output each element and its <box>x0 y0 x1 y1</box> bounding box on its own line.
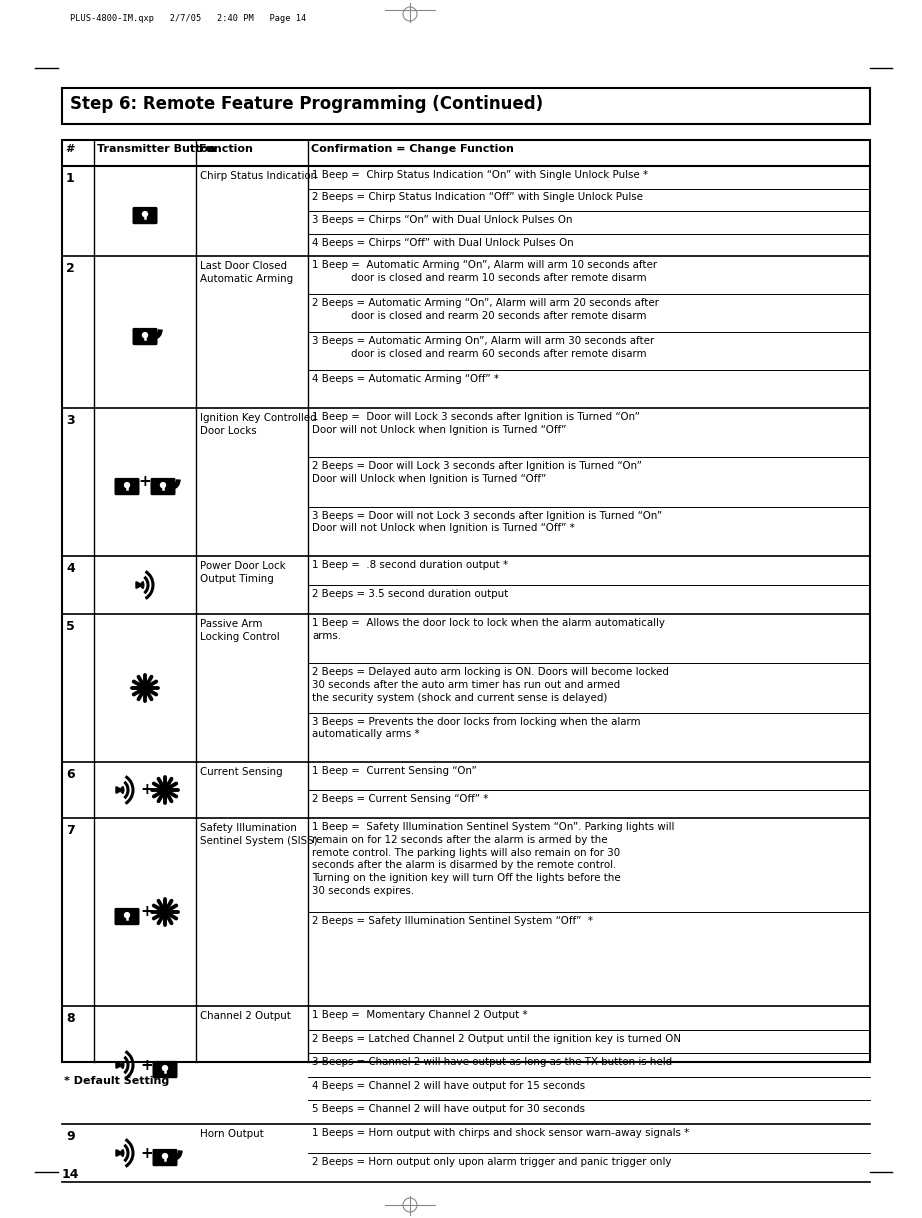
Text: Chirp Status Indication: Chirp Status Indication <box>200 171 317 181</box>
Text: Horn Output: Horn Output <box>200 1129 264 1139</box>
Circle shape <box>160 482 166 487</box>
Text: 3 Beeps = Chirps “On” with Dual Unlock Pulses On: 3 Beeps = Chirps “On” with Dual Unlock P… <box>312 216 573 225</box>
FancyBboxPatch shape <box>62 140 870 1062</box>
Text: 3 Beeps = Door will not Lock 3 seconds after Ignition is Turned “On”
Door will n: 3 Beeps = Door will not Lock 3 seconds a… <box>312 510 662 533</box>
Text: Safety Illumination
Sentinel System (SISS): Safety Illumination Sentinel System (SIS… <box>200 823 317 845</box>
Circle shape <box>162 1066 168 1071</box>
Text: Last Door Closed
Automatic Arming: Last Door Closed Automatic Arming <box>200 261 293 284</box>
Text: * Default Setting: * Default Setting <box>64 1075 170 1086</box>
Text: 1 Beep =  Allows the door lock to lock when the alarm automatically
arms.: 1 Beep = Allows the door lock to lock wh… <box>312 618 665 641</box>
Text: 2 Beeps = Chirp Status Indication “Off” with Single Unlock Pulse: 2 Beeps = Chirp Status Indication “Off” … <box>312 192 643 202</box>
Text: 2: 2 <box>66 262 75 275</box>
FancyBboxPatch shape <box>150 477 175 496</box>
Text: 4 Beeps = Channel 2 will have output for 15 seconds: 4 Beeps = Channel 2 will have output for… <box>312 1080 585 1091</box>
Text: 2 Beeps = Door will Lock 3 seconds after Ignition is Turned “On”
Door will Unloc: 2 Beeps = Door will Lock 3 seconds after… <box>312 462 642 484</box>
Text: 4 Beeps = Automatic Arming “Off” *: 4 Beeps = Automatic Arming “Off” * <box>312 374 499 384</box>
Text: 2 Beeps = Delayed auto arm locking is ON. Doors will become locked
30 seconds af: 2 Beeps = Delayed auto arm locking is ON… <box>312 667 668 703</box>
Text: 4 Beeps = Chirps “Off” with Dual Unlock Pulses On: 4 Beeps = Chirps “Off” with Dual Unlock … <box>312 238 573 247</box>
Text: Channel 2 Output: Channel 2 Output <box>200 1011 290 1021</box>
Text: +: + <box>141 782 153 798</box>
Text: Power Door Lock
Output Timing: Power Door Lock Output Timing <box>200 561 286 583</box>
Text: 5 Beeps = Channel 2 will have output for 30 seconds: 5 Beeps = Channel 2 will have output for… <box>312 1105 585 1114</box>
FancyBboxPatch shape <box>152 1149 178 1166</box>
Text: 7: 7 <box>66 825 75 837</box>
Text: 6: 6 <box>66 769 75 781</box>
Text: 3 Beeps = Automatic Arming On”, Alarm will arm 30 seconds after
            door: 3 Beeps = Automatic Arming On”, Alarm wi… <box>312 336 655 359</box>
Text: Step 6: Remote Feature Programming (Continued): Step 6: Remote Feature Programming (Cont… <box>70 95 543 113</box>
FancyBboxPatch shape <box>62 88 870 124</box>
Text: 2 Beeps = Current Sensing “Off” *: 2 Beeps = Current Sensing “Off” * <box>312 794 489 804</box>
Text: 14: 14 <box>62 1168 79 1181</box>
Text: 1 Beep =  Current Sensing “On”: 1 Beep = Current Sensing “On” <box>312 766 477 776</box>
Text: PLUS-4800-IM.qxp   2/7/05   2:40 PM   Page 14: PLUS-4800-IM.qxp 2/7/05 2:40 PM Page 14 <box>70 13 306 23</box>
Text: 3 Beeps = Channel 2 will have output as long as the TX button is held: 3 Beeps = Channel 2 will have output as … <box>312 1057 672 1067</box>
Text: 1 Beeps = Horn output with chirps and shock sensor warn-away signals *: 1 Beeps = Horn output with chirps and sh… <box>312 1128 690 1138</box>
Text: +: + <box>138 475 151 490</box>
FancyBboxPatch shape <box>133 328 158 345</box>
Text: Current Sensing: Current Sensing <box>200 767 283 777</box>
FancyBboxPatch shape <box>133 207 158 224</box>
FancyBboxPatch shape <box>114 907 139 926</box>
Text: 2 Beeps = Automatic Arming “On”, Alarm will arm 20 seconds after
            doo: 2 Beeps = Automatic Arming “On”, Alarm w… <box>312 298 659 320</box>
Circle shape <box>124 482 129 487</box>
Text: 1 Beep =  Momentary Channel 2 Output *: 1 Beep = Momentary Channel 2 Output * <box>312 1010 527 1019</box>
Text: 1: 1 <box>66 172 75 185</box>
Text: Transmitter Button: Transmitter Button <box>97 144 216 153</box>
Text: 4: 4 <box>66 561 75 575</box>
Text: 1 Beep =  .8 second duration output *: 1 Beep = .8 second duration output * <box>312 560 508 570</box>
Text: #: # <box>65 144 75 153</box>
Text: 2 Beeps = 3.5 second duration output: 2 Beeps = 3.5 second duration output <box>312 590 508 599</box>
Text: Confirmation = Change Function: Confirmation = Change Function <box>311 144 514 153</box>
FancyBboxPatch shape <box>114 477 139 496</box>
Text: 1 Beep =  Safety Illumination Sentinel System “On”. Parking lights will
remain o: 1 Beep = Safety Illumination Sentinel Sy… <box>312 822 674 896</box>
Text: +: + <box>141 1145 153 1161</box>
Circle shape <box>143 333 148 337</box>
Text: Ignition Key Controlled
Door Locks: Ignition Key Controlled Door Locks <box>200 413 316 436</box>
Text: 1 Beep =  Door will Lock 3 seconds after Ignition is Turned “On”
Door will not U: 1 Beep = Door will Lock 3 seconds after … <box>312 412 640 435</box>
Circle shape <box>162 1153 168 1158</box>
FancyBboxPatch shape <box>152 1061 178 1078</box>
Text: Function: Function <box>199 144 253 153</box>
Text: 3: 3 <box>66 414 75 428</box>
Circle shape <box>124 912 129 917</box>
Text: +: + <box>141 1057 153 1073</box>
Text: 2 Beeps = Latched Channel 2 Output until the ignition key is turned ON: 2 Beeps = Latched Channel 2 Output until… <box>312 1034 681 1044</box>
Text: 9: 9 <box>66 1130 75 1142</box>
Text: Passive Arm
Locking Control: Passive Arm Locking Control <box>200 619 279 642</box>
Text: +: + <box>141 905 153 920</box>
Text: 2 Beeps = Horn output only upon alarm trigger and panic trigger only: 2 Beeps = Horn output only upon alarm tr… <box>312 1157 671 1167</box>
Text: 1 Beep =  Chirp Status Indication “On” with Single Unlock Pulse *: 1 Beep = Chirp Status Indication “On” wi… <box>312 171 648 180</box>
Text: 5: 5 <box>66 620 75 633</box>
Text: 1 Beep =  Automatic Arming “On”, Alarm will arm 10 seconds after
            doo: 1 Beep = Automatic Arming “On”, Alarm wi… <box>312 259 657 283</box>
Circle shape <box>143 212 148 217</box>
Text: 2 Beeps = Safety Illumination Sentinel System “Off”  *: 2 Beeps = Safety Illumination Sentinel S… <box>312 916 593 926</box>
Text: 8: 8 <box>66 1012 75 1026</box>
Text: 3 Beeps = Prevents the door locks from locking when the alarm
automatically arms: 3 Beeps = Prevents the door locks from l… <box>312 716 641 739</box>
